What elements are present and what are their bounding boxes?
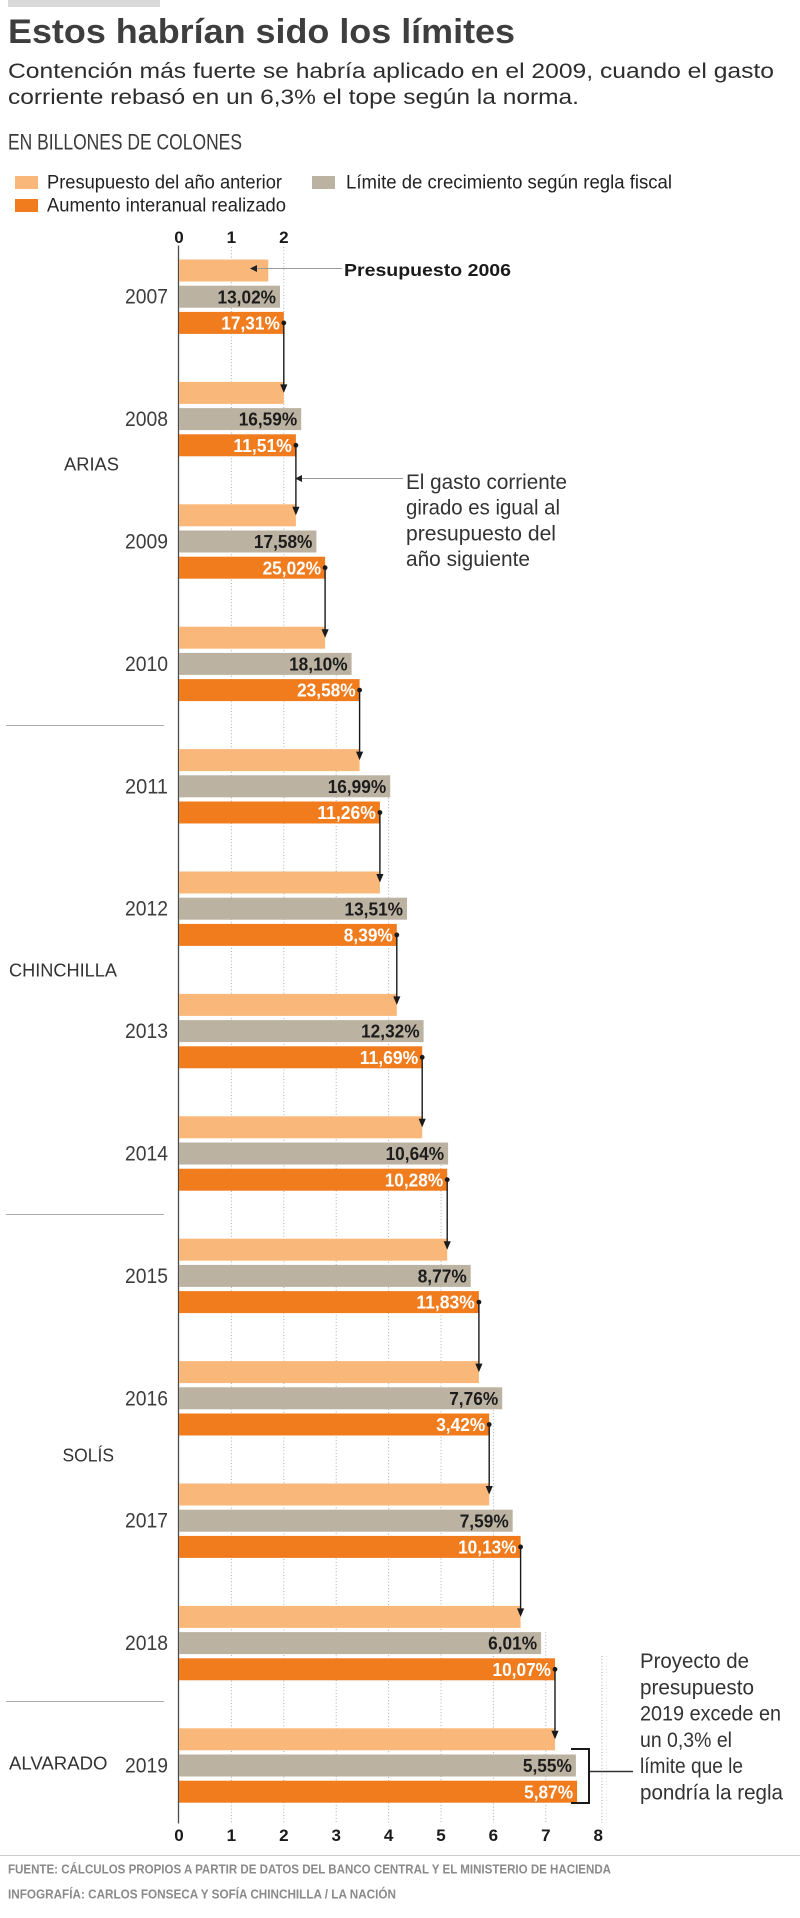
svg-text:18,10%: 18,10% bbox=[289, 654, 348, 675]
svg-text:2013: 2013 bbox=[125, 1020, 168, 1043]
svg-text:Contención más fuerte se habrí: Contención más fuerte se habría aplicado… bbox=[8, 59, 774, 83]
svg-text:7,76%: 7,76% bbox=[449, 1388, 498, 1409]
svg-text:25,02%: 25,02% bbox=[263, 557, 322, 578]
svg-text:CHINCHILLA: CHINCHILLA bbox=[9, 961, 117, 981]
svg-text:3: 3 bbox=[331, 1826, 340, 1845]
svg-text:El gasto corriente: El gasto corriente bbox=[406, 471, 567, 494]
svg-text:10,13%: 10,13% bbox=[458, 1537, 517, 1558]
svg-text:límite que le: límite que le bbox=[640, 1755, 743, 1778]
svg-text:2008: 2008 bbox=[125, 408, 168, 431]
svg-text:Estos habrían sido los límites: Estos habrían sido los límites bbox=[8, 13, 515, 51]
svg-text:2: 2 bbox=[279, 228, 288, 247]
svg-text:11,26%: 11,26% bbox=[317, 802, 376, 823]
svg-text:8: 8 bbox=[593, 1826, 602, 1845]
svg-text:10,07%: 10,07% bbox=[493, 1659, 552, 1680]
svg-text:13,51%: 13,51% bbox=[345, 898, 404, 919]
svg-text:6: 6 bbox=[489, 1826, 498, 1845]
svg-text:girado es igual al: girado es igual al bbox=[406, 497, 560, 520]
svg-text:SOLÍS: SOLÍS bbox=[63, 1446, 115, 1466]
svg-text:2010: 2010 bbox=[125, 653, 168, 676]
svg-text:10,64%: 10,64% bbox=[386, 1143, 445, 1164]
svg-text:2016: 2016 bbox=[125, 1387, 168, 1410]
svg-text:2011: 2011 bbox=[125, 775, 168, 798]
svg-text:5: 5 bbox=[436, 1826, 445, 1845]
svg-text:Presupuesto del año anterior: Presupuesto del año anterior bbox=[47, 173, 283, 194]
svg-text:8,39%: 8,39% bbox=[344, 925, 393, 946]
svg-text:presupuesto: presupuesto bbox=[640, 1676, 754, 1699]
svg-text:17,58%: 17,58% bbox=[254, 531, 313, 552]
svg-text:corriente rebasó en un 6,3% el: corriente rebasó en un 6,3% el tope segú… bbox=[8, 85, 579, 109]
svg-text:2017: 2017 bbox=[125, 1510, 168, 1533]
svg-text:4: 4 bbox=[384, 1826, 394, 1845]
svg-text:5,87%: 5,87% bbox=[524, 1781, 573, 1802]
svg-text:11,83%: 11,83% bbox=[416, 1292, 475, 1313]
svg-text:Presupuesto 2006: Presupuesto 2006 bbox=[344, 260, 511, 280]
svg-text:8,77%: 8,77% bbox=[418, 1266, 467, 1287]
svg-text:FUENTE: CÁLCULOS PROPIOS A PAR: FUENTE: CÁLCULOS PROPIOS A PARTIR DE DAT… bbox=[8, 1862, 611, 1877]
svg-text:23,58%: 23,58% bbox=[297, 680, 356, 701]
svg-text:Aumento interanual realizado: Aumento interanual realizado bbox=[47, 196, 286, 217]
svg-text:6,01%: 6,01% bbox=[488, 1633, 537, 1654]
svg-text:ALVARADO: ALVARADO bbox=[9, 1754, 108, 1774]
svg-text:1: 1 bbox=[227, 1826, 236, 1845]
svg-text:un 0,3% el: un 0,3% el bbox=[640, 1729, 732, 1752]
svg-text:12,32%: 12,32% bbox=[361, 1021, 420, 1042]
svg-text:7: 7 bbox=[541, 1826, 550, 1845]
svg-text:13,02%: 13,02% bbox=[218, 286, 277, 307]
svg-text:0: 0 bbox=[174, 228, 183, 247]
svg-text:2019 excede en: 2019 excede en bbox=[640, 1703, 781, 1726]
svg-text:presupuesto del: presupuesto del bbox=[406, 522, 556, 545]
svg-text:11,69%: 11,69% bbox=[360, 1047, 419, 1068]
svg-text:10,28%: 10,28% bbox=[385, 1169, 444, 1190]
svg-text:Proyecto de: Proyecto de bbox=[640, 1650, 749, 1673]
svg-text:16,59%: 16,59% bbox=[239, 409, 298, 430]
svg-text:2018: 2018 bbox=[125, 1632, 168, 1655]
svg-text:7,59%: 7,59% bbox=[460, 1510, 509, 1531]
svg-text:Límite de crecimiento según re: Límite de crecimiento según regla fiscal bbox=[346, 173, 672, 194]
svg-text:2019: 2019 bbox=[125, 1755, 168, 1778]
svg-text:2014: 2014 bbox=[125, 1143, 168, 1166]
svg-text:2009: 2009 bbox=[125, 531, 168, 554]
svg-text:17,31%: 17,31% bbox=[221, 313, 280, 334]
svg-text:año siguiente: año siguiente bbox=[406, 548, 530, 571]
svg-text:5,55%: 5,55% bbox=[523, 1755, 572, 1776]
svg-text:11,51%: 11,51% bbox=[233, 435, 292, 456]
svg-text:INFOGRAFÍA: CARLOS FONSECA Y S: INFOGRAFÍA: CARLOS FONSECA Y SOFÍA CHINC… bbox=[8, 1887, 396, 1902]
svg-text:2007: 2007 bbox=[125, 286, 168, 309]
svg-text:3,42%: 3,42% bbox=[436, 1414, 485, 1435]
svg-text:2: 2 bbox=[279, 1826, 288, 1845]
svg-text:EN BILLONES DE COLONES: EN BILLONES DE COLONES bbox=[8, 130, 242, 155]
svg-text:2015: 2015 bbox=[125, 1265, 168, 1288]
svg-text:ARIAS: ARIAS bbox=[64, 455, 119, 475]
svg-text:0: 0 bbox=[174, 1826, 183, 1845]
svg-text:16,99%: 16,99% bbox=[328, 776, 387, 797]
svg-text:1: 1 bbox=[227, 228, 236, 247]
svg-text:pondría la regla: pondría la regla bbox=[640, 1782, 783, 1805]
svg-text:2012: 2012 bbox=[125, 898, 168, 921]
